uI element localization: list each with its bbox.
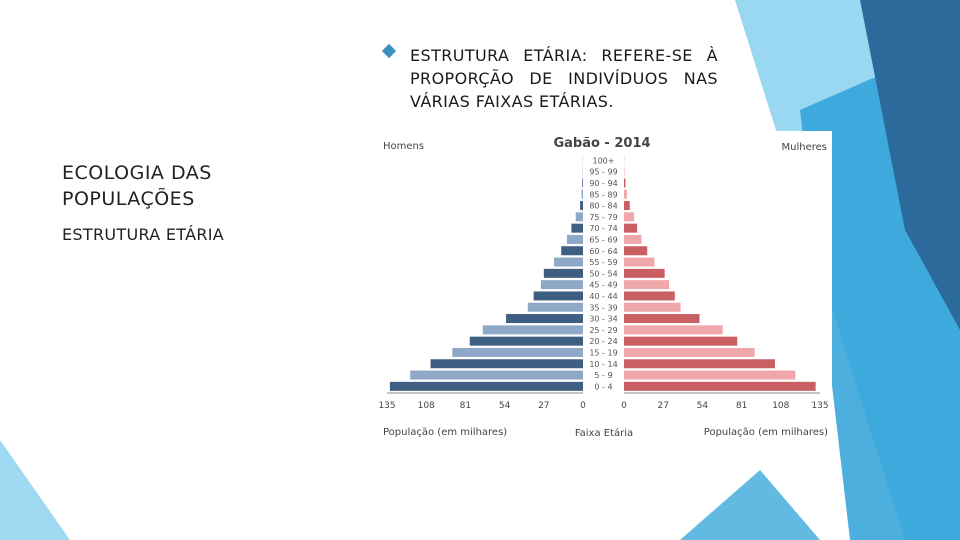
male-bar <box>561 246 583 256</box>
male-bar <box>567 234 583 244</box>
age-group-label: 45 - 49 <box>589 281 617 290</box>
x-tick-label-right: 27 <box>657 401 668 411</box>
x-axis-label-right: População (em milhares) <box>704 427 828 438</box>
male-bar <box>389 381 583 391</box>
chart-title: Gabão - 2014 <box>553 136 650 151</box>
female-bar <box>624 302 681 312</box>
female-bar <box>624 257 655 267</box>
age-group-label: 70 - 74 <box>589 224 617 233</box>
population-pyramid-chart: Gabão - 2014 Homens Mulheres População (em … <box>372 131 832 449</box>
female-bar <box>624 223 638 233</box>
age-group-label: 60 - 64 <box>589 247 617 256</box>
age-group-label: 15 - 19 <box>589 348 617 357</box>
female-bar <box>624 280 670 290</box>
female-bar <box>624 246 648 256</box>
female-bar <box>624 234 642 244</box>
pyramid-svg: Gabão - 2014 Homens Mulheres População (em … <box>378 136 828 439</box>
female-bar <box>624 268 665 278</box>
male-bar <box>543 268 583 278</box>
female-bar <box>624 359 775 369</box>
female-bar <box>624 325 723 335</box>
age-group-label: 50 - 54 <box>589 269 617 278</box>
male-bar <box>410 370 583 380</box>
x-tick-label-left: 27 <box>538 401 549 411</box>
x-tick-label-right: 135 <box>811 401 828 411</box>
female-bar <box>624 178 626 188</box>
x-tick-label-right: 0 <box>621 401 627 411</box>
bullet-text: ESTRUTURA ETÁRIA: REFERE-SE À PROPORÇÃO … <box>410 46 718 111</box>
female-bar <box>624 212 635 222</box>
deco-bottom-mid <box>680 470 820 540</box>
x-tick-label-left: 0 <box>580 401 586 411</box>
male-bar <box>580 201 583 211</box>
male-bar <box>430 359 583 369</box>
x-axis-label-left: População (em milhares) <box>383 427 507 438</box>
age-group-label: 10 - 14 <box>589 360 617 369</box>
male-bar <box>553 257 583 267</box>
age-group-label: 0 - 4 <box>594 382 612 391</box>
male-bar <box>527 302 583 312</box>
male-bar <box>571 223 583 233</box>
slide-subtitle: ESTRUTURA ETÁRIA <box>62 225 225 244</box>
age-group-label: 90 - 94 <box>589 179 617 188</box>
x-tick-label-left: 135 <box>378 401 395 411</box>
female-bar <box>624 347 755 357</box>
x-tick-label-left: 81 <box>460 401 471 411</box>
female-bar <box>624 291 675 301</box>
age-group-label: 5 - 9 <box>594 371 612 380</box>
x-tick-label-right: 81 <box>736 401 747 411</box>
age-group-label: 85 - 89 <box>589 190 617 199</box>
female-bar <box>624 336 738 346</box>
deco-bottom-left <box>0 440 70 540</box>
deco-right-dark <box>860 0 960 330</box>
age-group-label: 65 - 69 <box>589 235 617 244</box>
x-tick-label-left: 108 <box>418 401 435 411</box>
age-group-label: 75 - 79 <box>589 213 617 222</box>
female-bar <box>624 189 627 199</box>
male-bar <box>452 347 583 357</box>
right-group-label: Mulheres <box>782 142 828 153</box>
female-bar <box>624 201 630 211</box>
male-bar <box>533 291 583 301</box>
age-group-label: 35 - 39 <box>589 303 617 312</box>
center-axis-label: Faixa Etária <box>575 427 633 439</box>
age-group-label: 100+ <box>593 156 615 165</box>
age-group-label: 30 - 34 <box>589 315 617 324</box>
age-group-label: 25 - 29 <box>589 326 617 335</box>
age-group-label: 40 - 44 <box>589 292 617 301</box>
slide-title: ECOLOGIA DAS POPULAÇÕES <box>62 162 212 210</box>
male-bar <box>582 178 583 188</box>
female-bar <box>624 381 816 391</box>
age-group-label: 95 - 99 <box>589 168 617 177</box>
male-bar <box>506 314 583 324</box>
x-tick-label-left: 54 <box>499 401 511 411</box>
age-group-label: 80 - 84 <box>589 202 617 211</box>
age-group-label: 55 - 59 <box>589 258 617 267</box>
x-tick-label-right: 108 <box>772 401 789 411</box>
left-group-label: Homens <box>383 141 424 152</box>
male-bar <box>575 212 583 222</box>
male-bar <box>581 189 583 199</box>
male-bar <box>540 280 583 290</box>
x-tick-label-right: 54 <box>697 401 709 411</box>
female-bar <box>624 314 700 324</box>
age-group-label: 20 - 24 <box>589 337 617 346</box>
male-bar <box>469 336 583 346</box>
female-bar <box>624 370 796 380</box>
male-bar <box>482 325 583 335</box>
